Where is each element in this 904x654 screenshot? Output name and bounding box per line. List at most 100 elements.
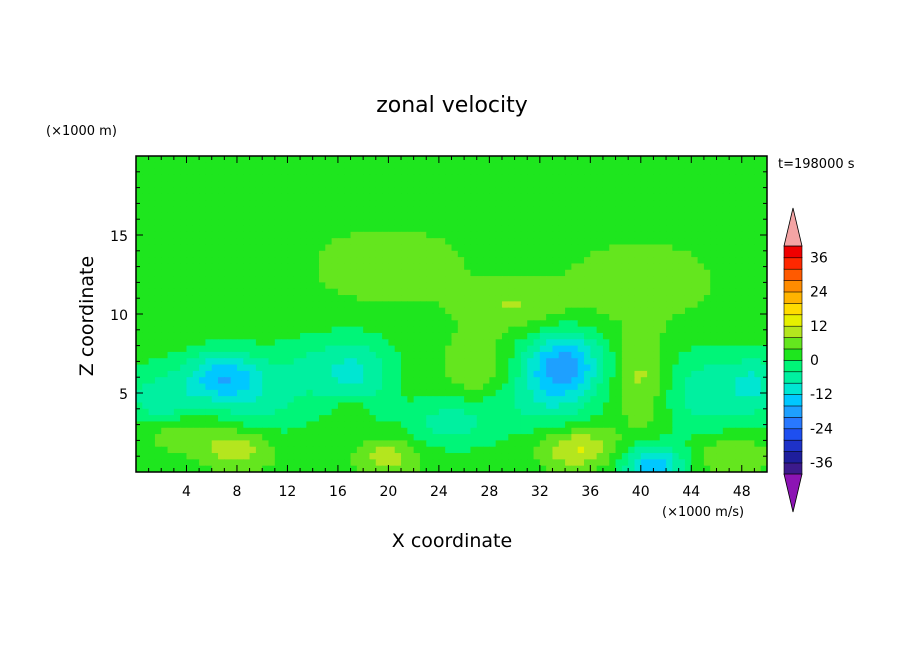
field-cell [703,396,711,404]
field-cell [192,231,200,239]
field-cell [224,408,232,416]
field-cell [394,332,402,340]
field-cell [211,345,219,353]
field-cell [438,238,446,246]
field-cell [199,206,207,214]
field-cell [306,288,314,296]
field-cell [312,288,320,296]
field-cell [634,339,642,347]
field-cell [520,181,528,189]
field-cell [735,219,743,227]
field-cell [716,181,724,189]
field-cell [703,415,711,423]
field-cell [451,396,459,404]
field-cell [483,320,490,328]
field-cell [337,219,345,227]
field-cell [281,187,289,195]
field-cell [281,238,289,246]
field-cell [552,250,560,258]
field-cell [634,257,642,265]
field-cell [571,244,579,252]
field-cell [388,377,396,385]
field-cell [337,168,345,176]
field-cell [407,453,415,460]
field-cell [331,168,339,176]
field-cell [754,408,762,416]
field-cell [691,377,699,385]
field-cell [331,225,339,233]
field-cell [287,383,295,391]
field-cell [205,339,213,347]
field-cell [356,453,364,460]
field-cell [331,320,339,328]
field-cell [590,345,598,353]
field-cell [236,250,244,258]
field-cell [602,212,610,220]
field-cell [419,238,427,246]
field-cell [527,181,535,189]
field-cell [571,383,579,391]
field-cell [375,295,383,302]
field-cell [539,370,547,378]
field-cell [369,326,377,334]
field-cell [483,326,490,334]
field-cell [274,364,282,372]
field-cell [760,351,767,359]
field-cell [451,276,459,283]
field-cell [546,364,554,372]
field-cell [255,263,263,271]
field-cell [748,219,755,227]
field-cell [224,427,232,435]
field-cell [647,440,655,448]
field-cell [722,364,730,372]
field-cell [489,434,497,441]
field-cell [173,193,181,201]
field-cell [419,174,427,182]
field-cell [432,332,440,340]
field-cell [457,377,465,385]
field-cell [249,244,257,252]
field-cell [571,162,579,170]
field-cell [520,345,528,353]
field-cell [356,276,364,283]
field-cell [520,219,528,227]
field-cell [501,162,509,170]
field-cell [205,263,213,271]
field-cell [388,187,396,195]
field-cell [300,206,307,214]
field-cell [281,174,289,182]
field-cell [653,339,661,347]
field-cell [470,257,478,265]
field-cell [489,453,497,460]
field-cell [419,351,427,359]
field-cell [236,231,244,239]
field-cell [710,288,718,296]
field-cell [590,263,598,271]
field-cell [167,250,175,258]
field-cell [274,370,282,378]
field-cell [697,156,705,163]
field-cell [318,200,326,208]
field-cell [684,332,692,340]
field-cell [558,269,566,277]
field-cell [464,193,472,201]
field-cell [438,415,446,423]
field-cell [173,168,181,176]
field-cell [426,421,434,429]
field-cell [634,332,642,340]
field-cell [464,238,472,246]
field-cell [173,288,181,296]
field-cell [716,351,724,359]
field-cell [312,250,320,258]
field-cell [199,263,207,271]
field-cell [249,257,257,265]
field-cell [735,396,743,404]
field-cell [186,421,194,429]
field-cell [369,162,377,170]
field-cell [602,282,610,290]
field-cell [691,415,699,423]
field-cell [438,326,446,334]
field-cell [287,200,295,208]
field-cell [426,307,434,315]
field-cell [672,193,680,201]
